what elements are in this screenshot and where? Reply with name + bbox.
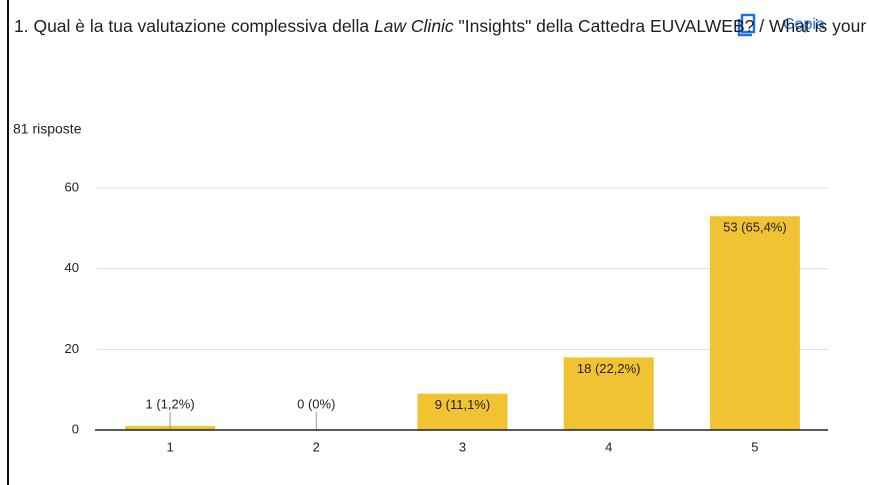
x-tick-label: 4	[605, 439, 612, 454]
copy-label[interactable]: Copia	[783, 16, 825, 33]
x-tick-label: 2	[313, 439, 320, 454]
y-tick-label: 20	[65, 341, 79, 356]
value-label: 0 (0%)	[297, 396, 335, 411]
copy-icon-back	[737, 19, 752, 37]
x-tick-label: 1	[166, 439, 173, 454]
title-run: "Insights" della Cattedra EUVALWEB? /	[454, 16, 769, 36]
copy-icon	[740, 13, 756, 34]
title-run: 1. Qual è la tua valutazione complessiva…	[14, 16, 374, 36]
y-tick-label: 0	[72, 421, 79, 436]
bar	[709, 216, 800, 430]
response-count: 81 risposte	[13, 121, 82, 137]
question-title: 1. Qual è la tua valutazione complessiva…	[14, 16, 869, 36]
x-tick-label: 5	[751, 439, 758, 454]
title-run: Law Clinic	[374, 16, 454, 36]
y-tick-label: 60	[65, 179, 79, 194]
bar	[417, 393, 508, 430]
y-tick-label: 40	[65, 260, 79, 275]
x-tick-label: 3	[459, 439, 466, 454]
value-label: 1 (1,2%)	[146, 396, 195, 411]
bar	[563, 357, 654, 430]
value-label: 9 (11,1%)	[435, 397, 490, 412]
value-label: 18 (22,2%)	[577, 361, 641, 376]
value-label: 53 (65,4%)	[723, 220, 787, 235]
copy-button[interactable]: Copia	[737, 13, 825, 37]
title-run: What is your overall assessment of the E…	[769, 16, 869, 36]
